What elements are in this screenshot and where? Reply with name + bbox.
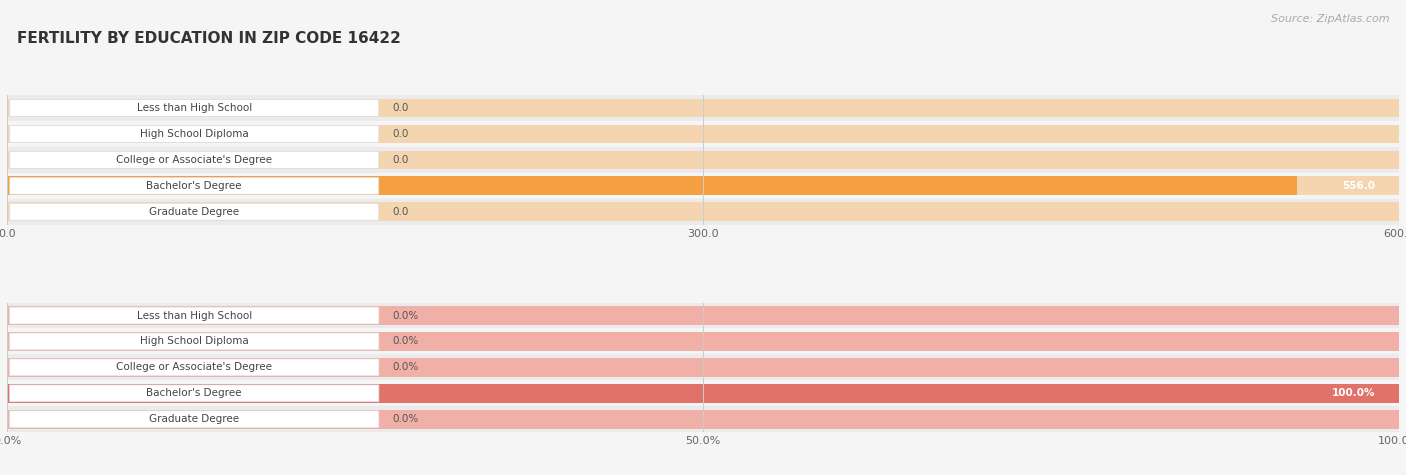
Text: 100.0%: 100.0%: [1331, 389, 1375, 399]
Text: Less than High School: Less than High School: [136, 311, 252, 321]
Bar: [7, 202, 1399, 221]
Bar: [7, 124, 1399, 143]
Text: 0.0%: 0.0%: [392, 311, 419, 321]
Text: 0.0%: 0.0%: [392, 336, 419, 346]
Text: High School Diploma: High School Diploma: [139, 336, 249, 346]
Bar: [7, 384, 1399, 403]
FancyBboxPatch shape: [10, 177, 378, 194]
Text: Graduate Degree: Graduate Degree: [149, 414, 239, 424]
Bar: [7, 151, 1399, 169]
Bar: [7, 147, 1399, 173]
Bar: [7, 99, 1399, 117]
Text: Less than High School: Less than High School: [136, 103, 252, 113]
Text: Bachelor's Degree: Bachelor's Degree: [146, 389, 242, 399]
Bar: [7, 306, 1399, 325]
FancyBboxPatch shape: [10, 125, 378, 142]
FancyBboxPatch shape: [10, 307, 378, 324]
Bar: [7, 380, 1399, 406]
Bar: [7, 329, 1399, 354]
FancyBboxPatch shape: [10, 385, 378, 402]
FancyBboxPatch shape: [10, 411, 378, 428]
Text: 0.0%: 0.0%: [392, 414, 419, 424]
Bar: [7, 173, 1399, 199]
Bar: [7, 176, 1399, 195]
Text: 0.0: 0.0: [392, 207, 409, 217]
Bar: [7, 358, 1399, 377]
Bar: [7, 95, 1399, 121]
Text: FERTILITY BY EDUCATION IN ZIP CODE 16422: FERTILITY BY EDUCATION IN ZIP CODE 16422: [17, 31, 401, 46]
Bar: [7, 406, 1399, 432]
Bar: [7, 354, 1399, 380]
Text: College or Associate's Degree: College or Associate's Degree: [117, 155, 273, 165]
Text: College or Associate's Degree: College or Associate's Degree: [117, 362, 273, 372]
Bar: [7, 303, 1399, 329]
Bar: [7, 199, 1399, 225]
Bar: [7, 176, 1296, 195]
Text: 0.0: 0.0: [392, 103, 409, 113]
FancyBboxPatch shape: [10, 333, 378, 350]
FancyBboxPatch shape: [10, 359, 378, 376]
Text: 0.0: 0.0: [392, 155, 409, 165]
Bar: [7, 410, 1399, 428]
Text: Source: ZipAtlas.com: Source: ZipAtlas.com: [1271, 14, 1389, 24]
Bar: [7, 121, 1399, 147]
FancyBboxPatch shape: [10, 100, 378, 116]
Text: Bachelor's Degree: Bachelor's Degree: [146, 181, 242, 191]
Text: Graduate Degree: Graduate Degree: [149, 207, 239, 217]
FancyBboxPatch shape: [10, 203, 378, 220]
Text: 0.0%: 0.0%: [392, 362, 419, 372]
Text: 556.0: 556.0: [1343, 181, 1375, 191]
Bar: [7, 332, 1399, 351]
Bar: [7, 384, 1399, 403]
Text: High School Diploma: High School Diploma: [139, 129, 249, 139]
Text: 0.0: 0.0: [392, 129, 409, 139]
FancyBboxPatch shape: [10, 152, 378, 168]
